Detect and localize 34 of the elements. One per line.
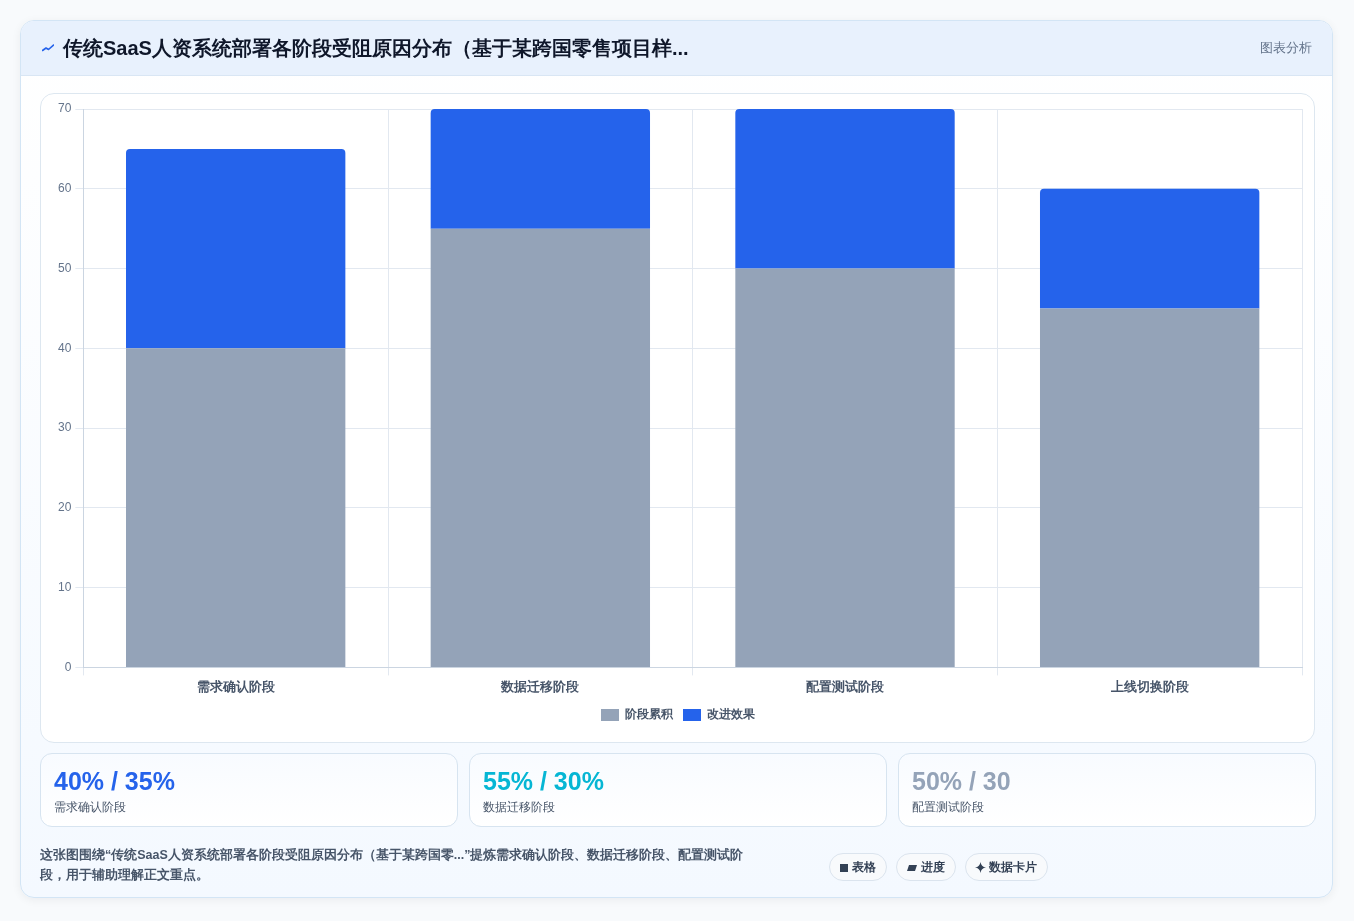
y-tick-label: 60 <box>57 181 72 196</box>
bar <box>126 148 346 349</box>
bar <box>126 348 346 667</box>
text: 数据迁移阶段 <box>483 800 555 814</box>
x-tick-label: 需求确认阶段 <box>196 678 276 694</box>
text: 配置测试阶段 <box>912 800 984 814</box>
y-tick-label: 70 <box>57 101 72 116</box>
y-tick-label: 50 <box>57 260 72 275</box>
y-tick-label: 20 <box>57 500 72 515</box>
y-tick-label: 40 <box>57 340 72 355</box>
y-tick-label: 10 <box>57 579 72 594</box>
text: 这张图围绕“传统SaaS人资系统部署各阶段受阻原因分布（基于某跨国零...”提炼需求确认阶段、数据迁移阶段、配置测试阶段，用于辅助理解正文重点。 <box>40 847 745 884</box>
legend-label: 改进效果 <box>707 707 756 722</box>
x-tick-label: 配置测试阶段 <box>806 678 886 694</box>
bar <box>735 109 955 269</box>
legend-label: 阶段累积 <box>625 707 674 722</box>
text: 数据卡片 <box>989 861 1037 873</box>
y-tick-label: 0 <box>64 659 72 674</box>
text: 表格 <box>852 861 876 873</box>
y-tick-label: 30 <box>57 420 72 435</box>
bar <box>430 228 651 667</box>
bar <box>735 268 955 667</box>
bar <box>430 109 651 229</box>
bar <box>1039 188 1260 309</box>
text: 进度 <box>921 861 945 873</box>
text: 40% / 35% <box>54 767 175 795</box>
text: 需求确认阶段 <box>54 800 126 814</box>
x-tick-label: 上线切换阶段 <box>1109 678 1190 694</box>
bar <box>1039 308 1260 667</box>
text: 50% / 30 <box>912 767 1011 795</box>
text: 55% / 30% <box>483 767 604 795</box>
chart-title: 传统SaaS人资系统部署各阶段受阻原因分布（基于某跨国零售项目样... <box>63 36 689 60</box>
text: 图表分析 <box>1260 40 1312 56</box>
x-tick-label: 数据迁移阶段 <box>500 678 581 694</box>
